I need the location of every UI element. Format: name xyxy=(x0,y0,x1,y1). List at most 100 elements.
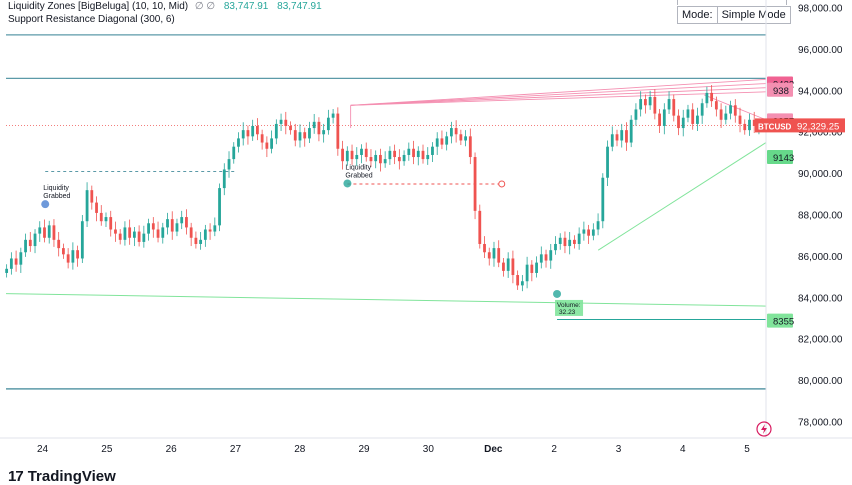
candle-body xyxy=(544,254,548,261)
x-tick-label: 27 xyxy=(230,444,242,455)
candle-body xyxy=(104,217,108,222)
candle-body xyxy=(9,258,13,269)
price-badge-label: 938 xyxy=(773,86,789,97)
candle-body xyxy=(459,134,463,141)
candle-body xyxy=(284,119,288,126)
x-tick-label: 3 xyxy=(616,444,622,455)
resistance-diagonal-line xyxy=(350,83,767,106)
candle-body xyxy=(653,97,657,114)
candle-body xyxy=(241,130,245,139)
candle-body xyxy=(232,146,236,160)
candle-body xyxy=(426,154,430,160)
candle-body xyxy=(506,258,510,271)
resistance-diagonal-line xyxy=(350,87,767,106)
liquidity-grabbed-label: Liquidity Grabbed xyxy=(345,164,372,179)
candle-body xyxy=(733,105,737,116)
x-tick-label: 4 xyxy=(680,444,686,455)
candle-body xyxy=(132,231,136,238)
tradingview-footer[interactable]: 17 TradingView xyxy=(8,468,116,485)
legend-indicator-name: Liquidity Zones [BigBeluga] (10, 10, Mid… xyxy=(8,1,189,12)
candle-body xyxy=(161,227,165,238)
candle-body xyxy=(454,128,458,135)
chart-legend: Liquidity Zones [BigBeluga] (10, 10, Mid… xyxy=(8,0,322,26)
candle-body xyxy=(502,262,505,271)
price-badge xyxy=(767,82,793,97)
candle-body xyxy=(615,134,619,141)
x-tick-label: Dec xyxy=(484,444,503,455)
last-price-badge xyxy=(793,118,845,133)
candle-body xyxy=(109,217,113,230)
candle-body xyxy=(76,250,80,259)
candle-body xyxy=(180,217,184,224)
mode-label: Mode: xyxy=(682,9,713,21)
y-tick-label: 96,000.00 xyxy=(798,45,843,56)
legend-empty-symbols: ∅ ∅ xyxy=(194,1,216,12)
candle-body xyxy=(379,154,382,164)
lightning-bolt-icon xyxy=(761,424,767,434)
legend-support-resistance: Support Resistance Diagonal (300, 6) xyxy=(8,14,175,25)
candle-body xyxy=(610,134,614,147)
candle-body xyxy=(142,233,146,242)
support-diagonal-line xyxy=(5,293,767,307)
candle-body xyxy=(416,150,420,158)
candle-body xyxy=(114,229,117,234)
price-badge-label: 9143 xyxy=(773,153,794,164)
candle-body xyxy=(639,99,643,110)
candle-body xyxy=(554,243,557,251)
candle-body xyxy=(724,113,728,120)
candle-body xyxy=(738,115,742,124)
candle-body xyxy=(326,117,330,131)
candle-body xyxy=(170,219,174,232)
candle-body xyxy=(729,105,732,114)
candle-body xyxy=(535,262,538,273)
candle-body xyxy=(549,250,553,261)
candle-body xyxy=(558,237,562,244)
candle-body xyxy=(563,237,567,247)
y-tick-label: 86,000.00 xyxy=(798,252,843,263)
x-tick-label: 2 xyxy=(551,444,557,455)
candle-body xyxy=(43,227,46,238)
candle-body xyxy=(189,227,193,238)
candle-body xyxy=(345,150,349,162)
candle-body xyxy=(24,239,27,253)
tradingview-logo-icon: 17 xyxy=(8,468,24,485)
candle-body xyxy=(336,113,340,149)
candle-body xyxy=(407,148,411,155)
candle-body xyxy=(539,254,543,263)
candle-body xyxy=(497,248,501,263)
liquidity-marker xyxy=(498,180,506,188)
volume-label: Volume: xyxy=(557,302,581,309)
candle-body xyxy=(123,227,127,240)
candle-body xyxy=(468,136,472,158)
candle-body xyxy=(748,119,751,131)
candle-body xyxy=(483,243,486,253)
candle-body xyxy=(265,142,269,149)
x-tick-label: 29 xyxy=(359,444,371,455)
mode-value[interactable]: Simple Mode xyxy=(716,7,790,23)
candle-body xyxy=(648,97,652,106)
legend-liquidity-zones: Liquidity Zones [BigBeluga] (10, 10, Mid… xyxy=(8,0,322,13)
liquidity-grabbed-marker xyxy=(343,179,352,188)
candle-body xyxy=(350,150,354,160)
candle-body xyxy=(402,154,406,162)
candle-body xyxy=(95,202,98,213)
candle-body xyxy=(596,221,600,230)
candle-body xyxy=(412,148,415,158)
y-tick-label: 92,000.00 xyxy=(798,128,843,139)
candle-body xyxy=(369,157,373,162)
candle-body xyxy=(691,109,695,124)
candle-body xyxy=(487,252,491,259)
candle-body xyxy=(705,92,709,104)
y-tick-label: 88,000.00 xyxy=(798,211,843,222)
candle-body xyxy=(260,134,264,143)
candle-body xyxy=(218,188,221,226)
candle-body xyxy=(293,130,297,141)
lightning-icon xyxy=(756,421,772,437)
candle-body xyxy=(577,233,581,244)
mode-box[interactable]: Mode: Simple Mode xyxy=(677,6,791,24)
candle-body xyxy=(364,148,368,158)
candle-body xyxy=(629,119,633,143)
y-tick-label: 94,000.00 xyxy=(798,86,843,97)
candle-body xyxy=(322,130,326,135)
